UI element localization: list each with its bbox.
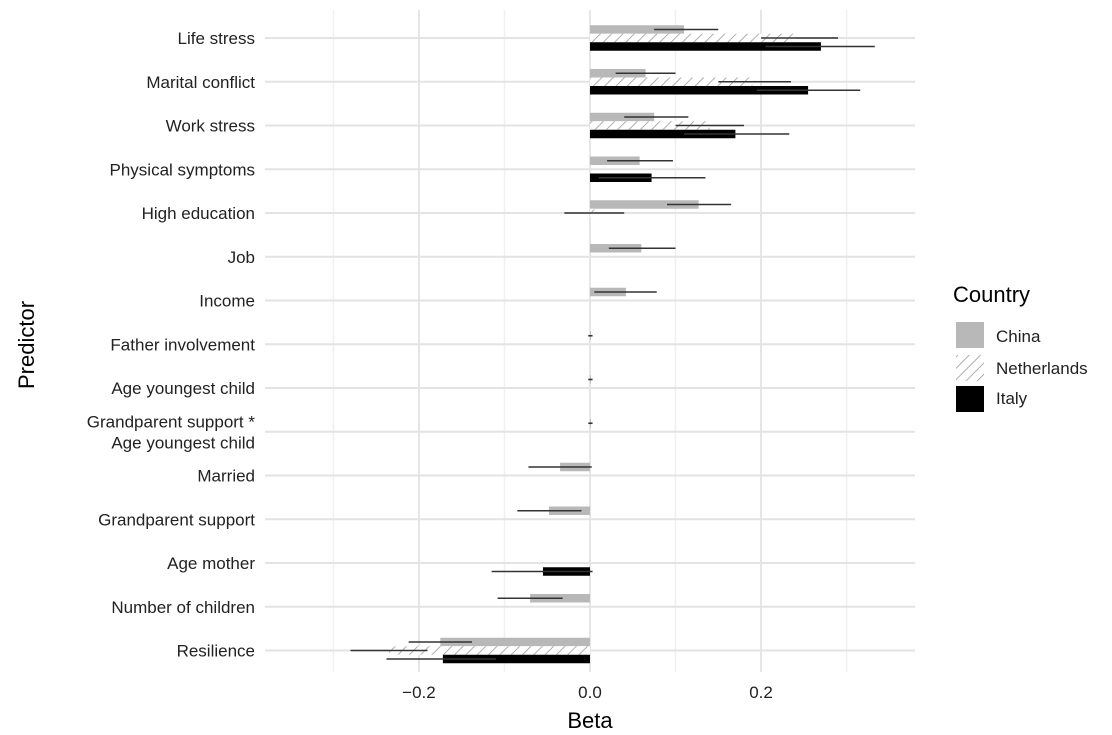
bar-netherlands-resilience <box>389 646 590 655</box>
bar-netherlands-marital-conflict <box>590 77 753 86</box>
bar-netherlands-life-stress <box>590 33 796 43</box>
y-tick-label: Job <box>228 248 255 267</box>
legend-key-netherlands <box>956 355 984 381</box>
bar-china-high-education <box>590 200 699 209</box>
y-tick-label: Life stress <box>178 29 255 48</box>
bar-china-work-stress <box>590 112 655 122</box>
x-axis-title: Beta <box>567 708 613 733</box>
y-tick-label: Father involvement <box>110 335 255 354</box>
legend-entry-netherlands: Netherlands <box>956 355 1088 381</box>
legend-entry-italy: Italy <box>956 386 1028 412</box>
y-tick-label: Income <box>199 292 255 311</box>
legend-label-italy: Italy <box>996 389 1028 408</box>
bar-italy-resilience <box>442 654 590 664</box>
y-tick-labels: Life stress Marital conflict Work stress Ph… <box>87 29 256 661</box>
y-tick-label: Physical symptoms <box>110 160 255 179</box>
y-tick-label: Grandparent support * Age youngest child <box>87 412 256 452</box>
y-tick-label: Age youngest child <box>111 379 255 398</box>
y-tick-label: Number of children <box>111 598 255 617</box>
x-tick-label: −0.2 <box>402 683 436 702</box>
legend-label-netherlands: Netherlands <box>996 359 1088 378</box>
y-tick-label: Resilience <box>177 642 255 661</box>
legend-label-china: China <box>996 327 1041 346</box>
bar-italy-life-stress <box>590 42 821 51</box>
y-axis-title: Predictor <box>14 301 39 389</box>
error-bars <box>350 28 875 660</box>
x-tick-labels: −0.2 0.0 0.2 <box>402 683 773 702</box>
legend-title: Country <box>953 282 1030 307</box>
bar-china-resilience <box>440 637 590 647</box>
bar-italy-marital-conflict <box>590 86 809 95</box>
y-tick-label: High education <box>142 204 255 223</box>
bar-italy-work-stress <box>590 129 736 139</box>
y-tick-label: Marital conflict <box>146 73 255 92</box>
legend-key-china <box>956 322 984 348</box>
legend-entry-china: China <box>956 322 1041 348</box>
legend-key-italy <box>956 386 984 412</box>
legend: Country China Netherlands Italy <box>953 282 1088 412</box>
x-tick-label: 0.2 <box>749 683 773 702</box>
bar-china-life-stress <box>590 25 685 34</box>
y-tick-label: Married <box>197 467 255 486</box>
y-tick-label: Age mother <box>167 554 255 573</box>
y-tick-label: Work stress <box>166 117 255 136</box>
x-tick-label: 0.0 <box>578 683 602 702</box>
bar-netherlands-work-stress <box>590 121 710 130</box>
y-tick-label: Grandparent support <box>98 510 255 529</box>
